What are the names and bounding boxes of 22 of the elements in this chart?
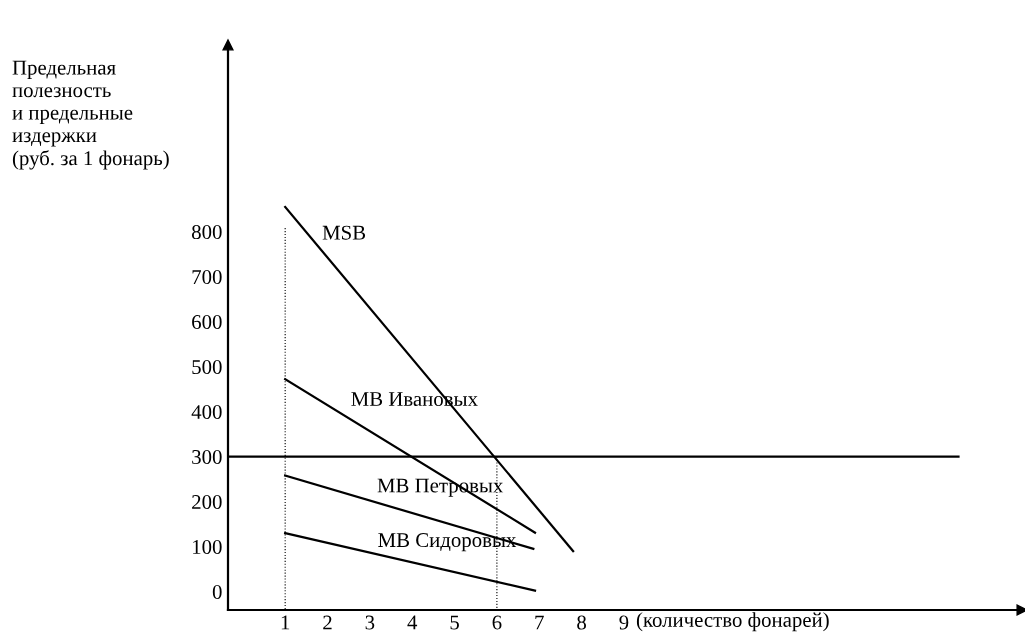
x-tick-label: 3 [365,615,375,630]
x-tick-label: 6 [492,615,502,630]
x-tick-label: 1 [281,615,290,630]
y-axis-title: Предельная полезность и предельные издержки (руб. за 1 фонарь) [12,60,169,170]
y-tick-label: 400 [191,404,222,420]
x-axis-title: (количество фонарей) [636,612,829,632]
y-tick-label: 100 [193,539,222,555]
y-tick-label: 500 [192,360,222,375]
series-label: MSB [322,225,366,240]
x-tick-label: 4 [407,615,418,630]
x-tick-label: 8 [577,615,587,630]
y-tick-label: 300 [192,449,222,465]
y-tick-label: 800 [191,225,222,240]
y-tick-label: 0 [212,584,222,599]
series-label: MB Сидоровых [378,533,517,552]
x-tick-label: 2 [323,615,332,630]
x-tick-label: 9 [619,615,629,630]
y-tick-label: 200 [192,494,222,510]
x-tick-label: 7 [535,615,544,630]
y-tick-label: 600 [192,315,222,330]
x-tick-label: 5 [450,615,459,630]
y-tick-label: 700 [192,270,222,285]
